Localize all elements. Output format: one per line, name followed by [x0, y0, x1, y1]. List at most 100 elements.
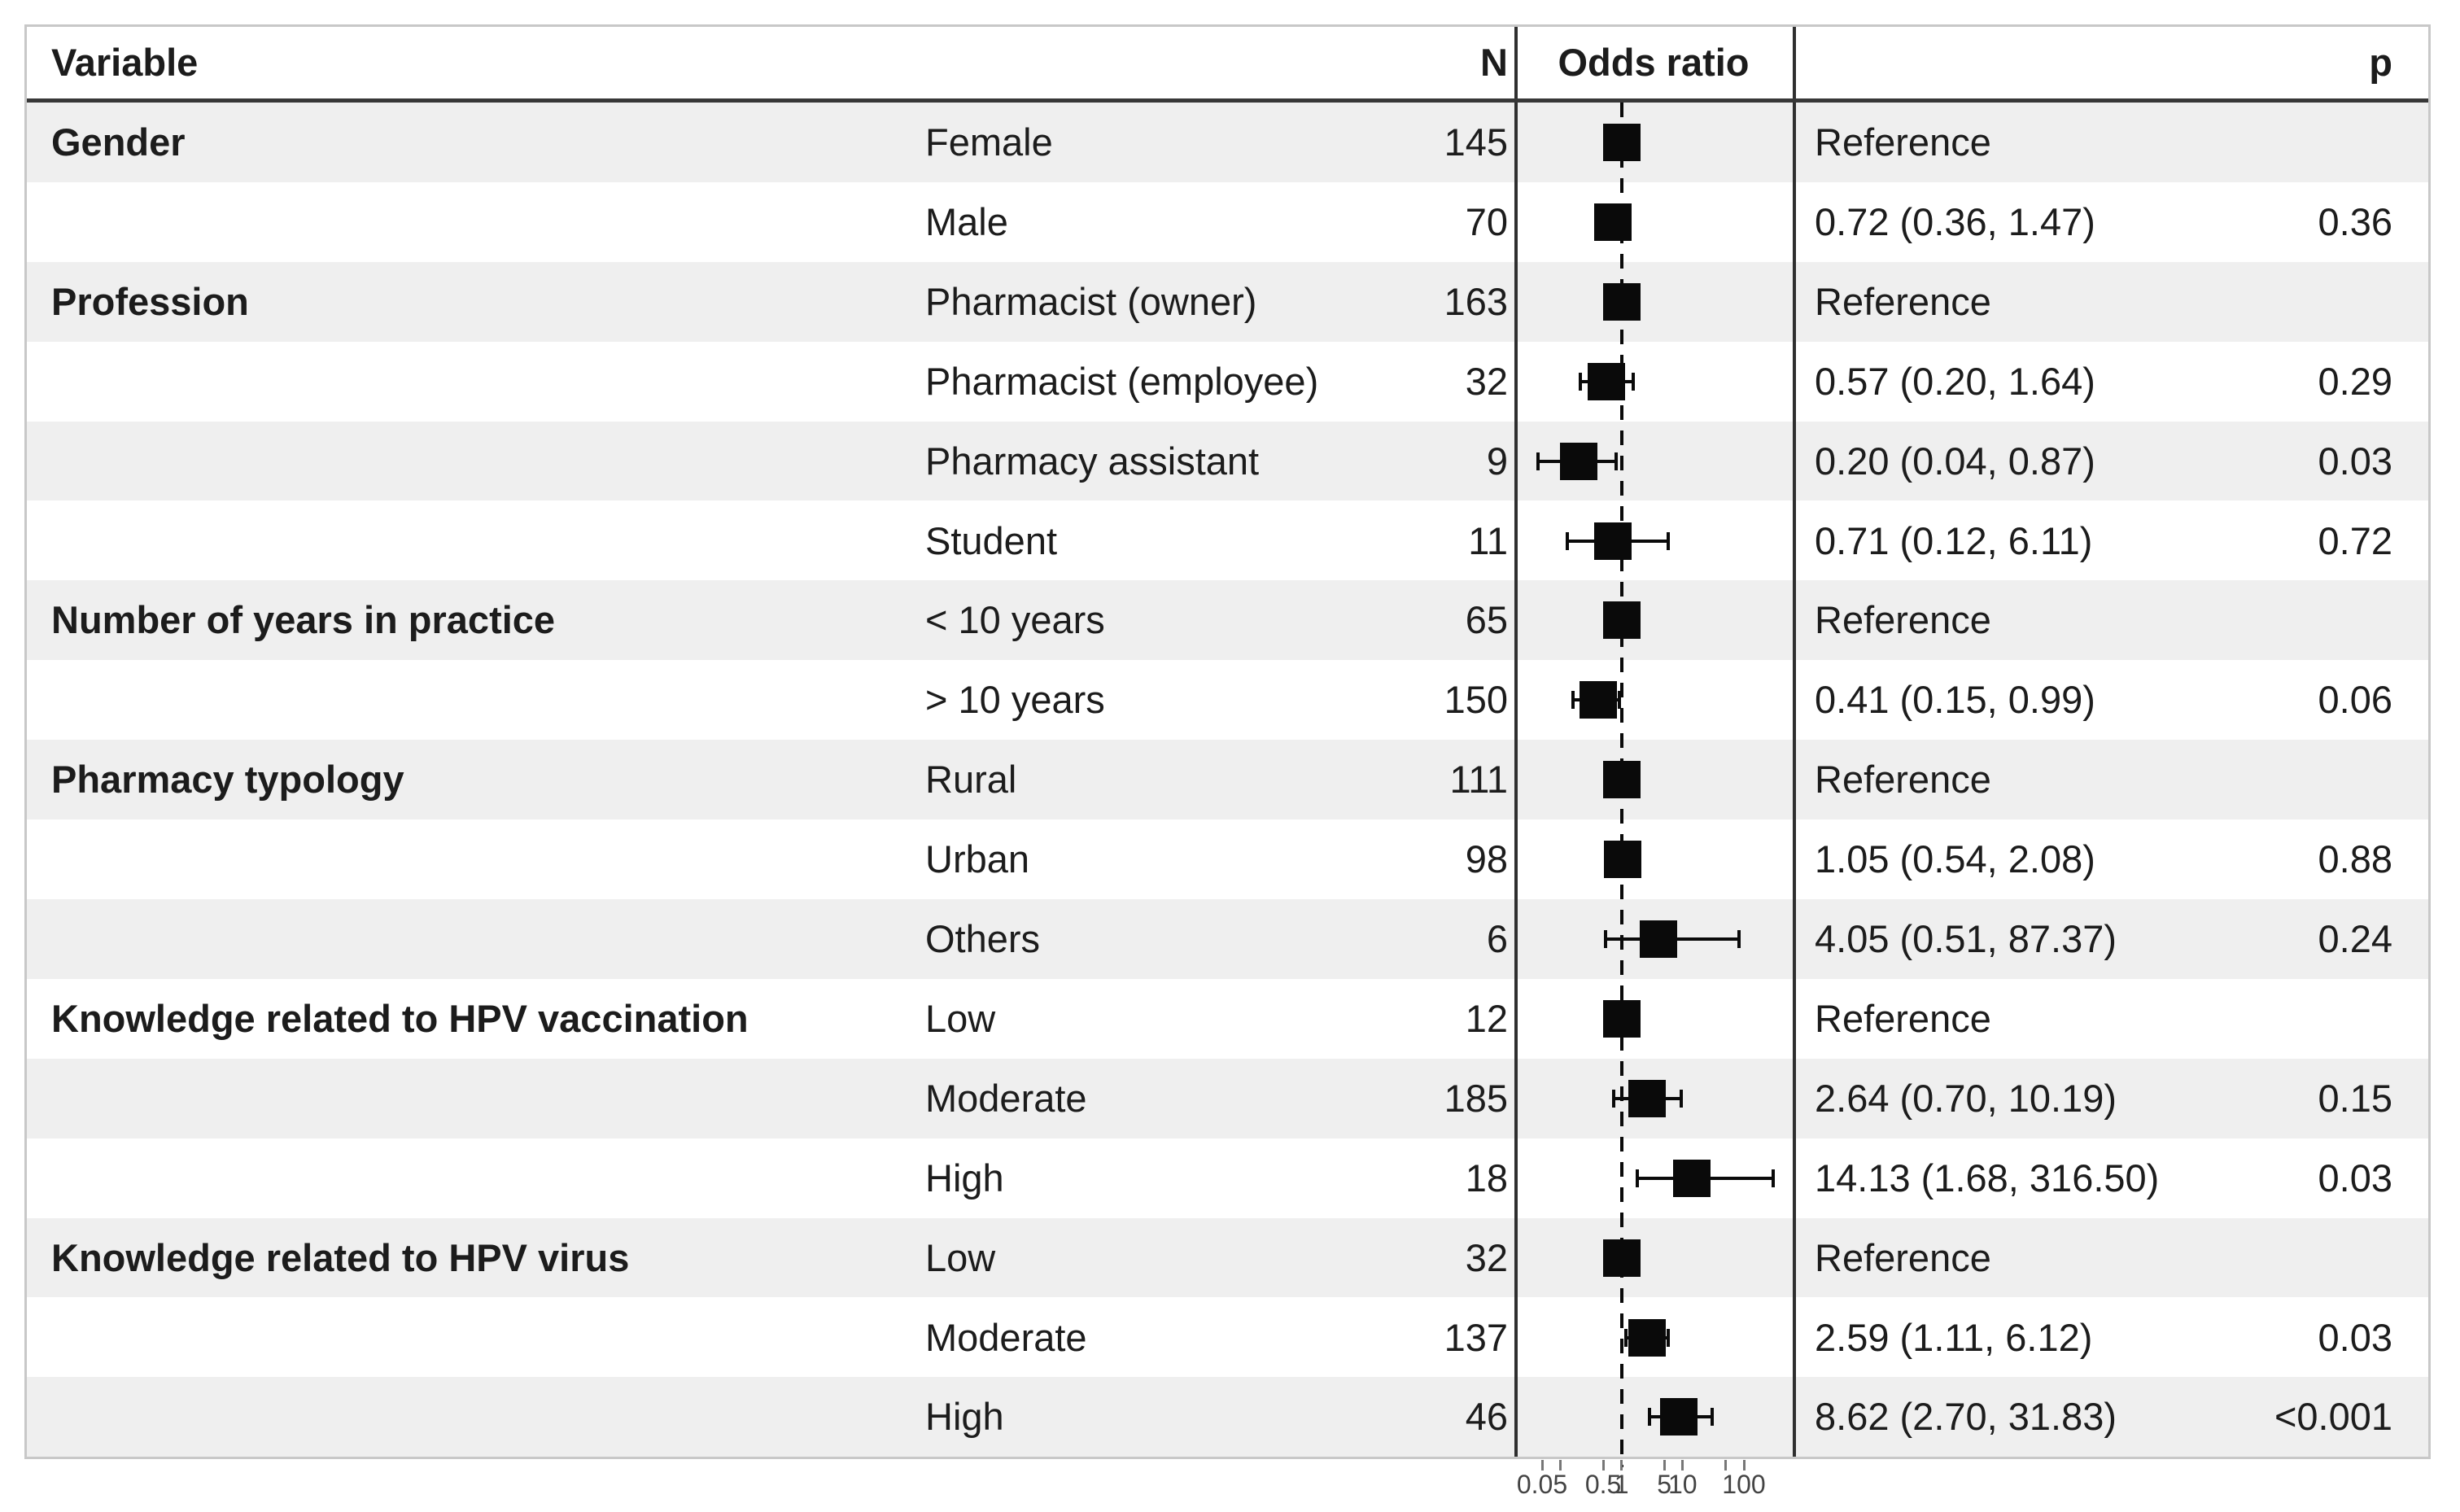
estimate-text: 0.71 (0.12, 6.11) [1815, 518, 2093, 562]
or-square [1602, 761, 1641, 799]
p-value: 0.36 [2318, 199, 2392, 243]
level-label: Male [925, 199, 1008, 243]
or-square [1602, 1239, 1641, 1277]
variable-label: Profession [51, 279, 249, 323]
n-value: 98 [1465, 837, 1508, 881]
plot-left-border [1514, 27, 1518, 1457]
or-square [1593, 522, 1632, 560]
axis-tick [1540, 1460, 1544, 1470]
ci-cap-high [1666, 1328, 1670, 1347]
axis-tick [1663, 1460, 1666, 1470]
variable-label: Knowledge related to HPV virus [51, 1235, 630, 1279]
ci-cap-low [1565, 531, 1569, 550]
level-label: Pharmacy assistant [925, 439, 1260, 483]
ci-cap-high [1771, 1169, 1775, 1187]
plot-right-border [1793, 27, 1796, 1457]
ci-cap-low [1536, 452, 1540, 470]
estimate-text: 0.41 (0.15, 0.99) [1815, 678, 2095, 722]
n-value: 150 [1444, 678, 1508, 722]
header-rule [27, 98, 2428, 103]
axis-tick [1601, 1460, 1605, 1470]
or-square [1602, 123, 1641, 161]
level-label: Low [925, 996, 996, 1040]
ci-cap-low [1579, 372, 1583, 391]
header-odds-ratio-label: Odds ratio [1558, 41, 1750, 84]
n-value: 111 [1449, 758, 1508, 802]
n-value: 32 [1465, 359, 1508, 403]
ci-cap-high [1615, 452, 1619, 470]
axis-tick-label: 10 [1668, 1470, 1698, 1499]
or-square [1602, 999, 1641, 1038]
or-square [1588, 362, 1626, 400]
row-stripe [27, 103, 2428, 182]
n-value: 46 [1465, 1395, 1508, 1439]
variable-label: Number of years in practice [51, 598, 556, 642]
n-value: 11 [1468, 518, 1508, 562]
level-label: Student [925, 518, 1058, 562]
or-square [1640, 920, 1678, 958]
p-value: 0.15 [2318, 1076, 2392, 1120]
axis-tick-label: 0.05 [1516, 1470, 1568, 1499]
ci-cap-high [1618, 691, 1622, 710]
n-value: 185 [1444, 1076, 1508, 1120]
ci-cap-low [1603, 930, 1607, 948]
level-label: < 10 years [925, 598, 1105, 642]
estimate-text: 14.13 (1.68, 316.50) [1815, 1156, 2160, 1200]
p-value: 0.29 [2318, 359, 2392, 403]
ci-cap-low [1612, 1089, 1616, 1108]
level-label: High [925, 1156, 1004, 1200]
level-label: Others [925, 917, 1041, 960]
or-square [1594, 203, 1632, 241]
ci-cap-low [1635, 1169, 1639, 1187]
estimate-text: Reference [1815, 279, 1991, 323]
axis-tick-label: 5 [1657, 1470, 1672, 1499]
estimate-text: 0.20 (0.04, 0.87) [1815, 439, 2095, 483]
level-label: Urban [925, 837, 1030, 881]
estimate-text: Reference [1815, 758, 1991, 802]
ci-cap-high [1631, 372, 1635, 391]
n-value: 70 [1465, 199, 1508, 243]
p-value: 0.03 [2318, 1315, 2392, 1359]
level-label: Low [925, 1235, 996, 1279]
p-value: 0.88 [2318, 837, 2392, 881]
estimate-text: Reference [1815, 1235, 1991, 1279]
level-label: Moderate [925, 1076, 1087, 1120]
row-stripe [27, 580, 2428, 661]
p-value: <0.001 [2274, 1395, 2392, 1439]
variable-label: Gender [51, 120, 186, 164]
n-value: 32 [1465, 1235, 1508, 1279]
estimate-text: Reference [1815, 598, 1991, 642]
row-stripe [27, 1058, 2428, 1138]
ci-cap-high [1710, 1408, 1714, 1427]
or-square [1560, 442, 1598, 480]
axis-tick-label: 100 [1722, 1470, 1766, 1499]
header-variable-label: Variable [51, 41, 199, 84]
n-value: 6 [1486, 917, 1508, 960]
axis-tick-label: 1 [1614, 1470, 1629, 1499]
ci-cap-low [1648, 1408, 1652, 1427]
or-square [1579, 681, 1617, 719]
or-square [1628, 1079, 1667, 1117]
row-stripe [27, 261, 2428, 342]
ci-cap-low [1624, 1328, 1628, 1347]
ci-cap-high [1680, 1089, 1684, 1108]
level-label: Female [925, 120, 1053, 164]
row-stripe [27, 740, 2428, 820]
or-square [1628, 1318, 1666, 1357]
p-value: 0.72 [2318, 518, 2392, 562]
axis-tick [1620, 1460, 1623, 1470]
ci-cap-high [1737, 930, 1741, 948]
estimate-text: 8.62 (2.70, 31.83) [1815, 1395, 2117, 1439]
or-square [1660, 1398, 1698, 1436]
level-label: Moderate [925, 1315, 1087, 1359]
variable-label: Knowledge related to HPV vaccination [51, 996, 749, 1040]
axis-tick-label: 0.5 [1584, 1470, 1622, 1499]
level-label: Rural [925, 758, 1017, 802]
p-value: 0.03 [2318, 1156, 2392, 1200]
axis-tick [1724, 1460, 1727, 1470]
row-stripe [27, 1217, 2428, 1298]
row-stripe [27, 1377, 2428, 1457]
or-square [1602, 282, 1641, 321]
level-label: Pharmacist (owner) [925, 279, 1257, 323]
